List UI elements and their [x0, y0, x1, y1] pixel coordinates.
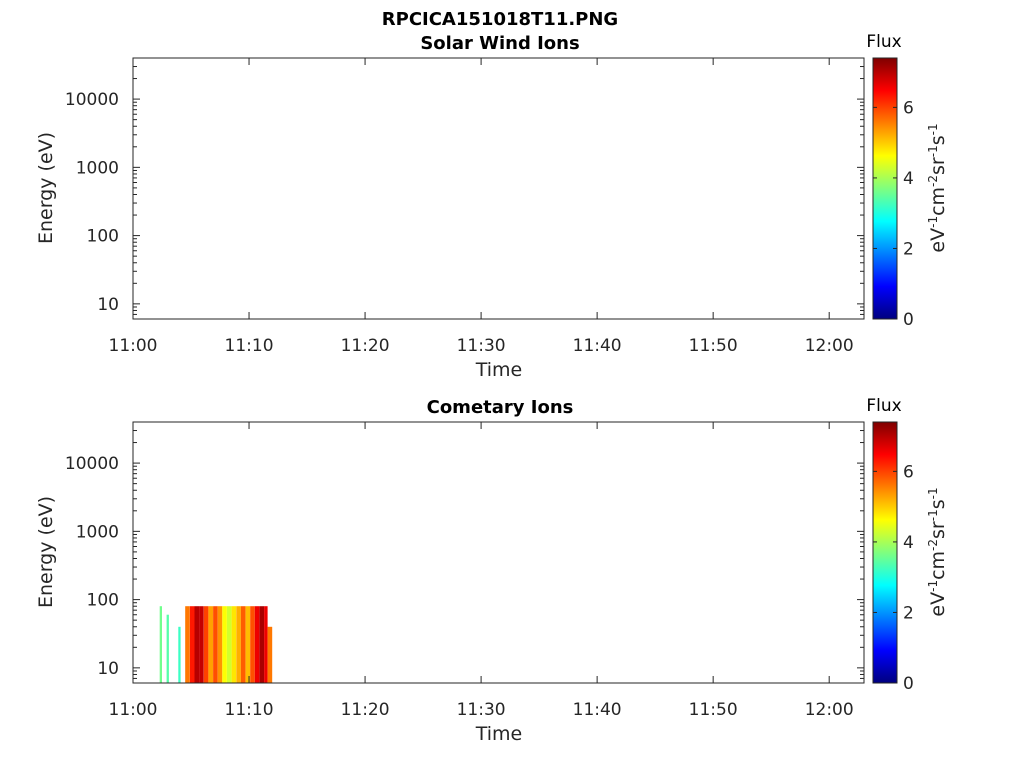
cometary-flux-cell-4 — [189, 606, 195, 683]
cometary-flux-cell-20 — [264, 606, 268, 683]
cometary-flux-cells — [159, 606, 273, 683]
cometary-x-tick-label: 11:40 — [573, 700, 622, 720]
cometary-plot-frame — [132, 421, 865, 684]
solar-wind-ions-title: Solar Wind Ions — [420, 33, 579, 54]
solar-wind-colorbar-title: Flux — [866, 32, 901, 52]
cometary-colorbar: Flux 0 2 4 6 eV-1cm-2sr-1s-1 — [866, 396, 949, 694]
solar-wind-x-axis-label: Time — [475, 359, 523, 381]
solar-wind-x-tick-label: 12:00 — [805, 336, 854, 356]
cometary-flux-cell-3 — [185, 606, 190, 683]
cometary-x-axis-label: Time — [475, 723, 523, 745]
solar-wind-y-tick-label: 10000 — [65, 90, 119, 110]
cometary-x-tick-label: 11:00 — [109, 700, 158, 720]
cometary-y-tick-label: 1000 — [76, 522, 119, 542]
solar-wind-colorbar-tick-label: 4 — [903, 169, 914, 189]
cometary-flux-cell-0 — [159, 606, 162, 683]
cometary-flux-cell-12 — [227, 606, 232, 683]
solar-wind-y-axis-label: Energy (eV) — [35, 132, 57, 244]
cometary-x-tick-label: 11:20 — [341, 700, 390, 720]
cometary-flux-cell-2 — [178, 626, 181, 683]
cometary-x-tick-label: 11:10 — [225, 700, 274, 720]
solar-wind-ions-panel: Solar Wind Ions 11:00 11:10 11:20 11:30 11:4… — [35, 32, 949, 381]
cometary-x-tick-label: 12:00 — [805, 700, 854, 720]
cometary-colorbar-tick-label: 2 — [903, 603, 914, 623]
cometary-flux-cell-10 — [217, 606, 223, 683]
solar-wind-x-ticks: 11:00 11:10 11:20 11:30 11:40 11:50 12:00 — [109, 58, 854, 356]
cometary-flux-cell-15 — [240, 606, 246, 683]
cometary-flux-cell-16 — [245, 606, 251, 683]
cometary-flux-cell-7 — [203, 606, 209, 683]
solar-wind-x-tick-label: 11:20 — [341, 336, 390, 356]
cometary-flux-cell-11 — [222, 606, 227, 683]
solar-wind-x-tick-label: 11:10 — [225, 336, 274, 356]
solar-wind-colorbar-tick-label: 0 — [903, 310, 914, 330]
solar-wind-colorbar-gradient — [872, 57, 898, 320]
solar-wind-colorbar-tick-label: 6 — [903, 98, 914, 118]
cometary-ions-title: Cometary Ions — [427, 397, 574, 418]
cometary-colorbar-gradient — [872, 421, 898, 684]
cometary-flux-cell-5 — [194, 606, 200, 683]
solar-wind-x-tick-label: 11:40 — [573, 336, 622, 356]
cometary-y-tick-label: 10000 — [65, 454, 119, 474]
solar-wind-y-tick-label: 100 — [87, 227, 119, 247]
cometary-x-tick-label: 11:30 — [457, 700, 506, 720]
solar-wind-colorbar-tick-label: 2 — [903, 239, 914, 259]
cometary-y-ticks: 10 100 1000 10000 — [65, 421, 864, 684]
cometary-flux-cell-13 — [231, 606, 237, 683]
solar-wind-x-tick-label: 11:30 — [457, 336, 506, 356]
solar-wind-y-tick-label: 10 — [97, 295, 119, 315]
cometary-flux-cell-18 — [254, 606, 260, 683]
cometary-x-ticks: 11:00 11:10 11:20 11:30 11:40 11:50 12:00 — [109, 422, 854, 720]
solar-wind-y-tick-label: 1000 — [76, 158, 119, 178]
cometary-colorbar-tick-label: 4 — [903, 533, 914, 553]
cometary-flux-cell-17 — [250, 606, 255, 683]
solar-wind-x-tick-label: 11:00 — [109, 336, 158, 356]
solar-wind-colorbar-label: eV-1cm-2sr-1s-1 — [926, 123, 949, 252]
cometary-flux-cell-1 — [166, 614, 169, 683]
cometary-colorbar-ticks: 0 2 4 6 — [873, 462, 914, 694]
cometary-y-tick-label: 100 — [87, 591, 119, 611]
cometary-x-tick-label: 11:50 — [689, 700, 738, 720]
cometary-y-axis-label: Energy (eV) — [35, 496, 57, 608]
figure-title: RPCICA151018T11.PNG — [382, 9, 618, 30]
cometary-colorbar-tick-label: 6 — [903, 462, 914, 482]
cometary-flux-cell-14 — [236, 606, 241, 683]
solar-wind-colorbar-ticks: 0 2 4 6 — [873, 98, 914, 330]
solar-wind-y-ticks: 10 100 1000 10000 — [65, 57, 864, 320]
solar-wind-plot-frame — [132, 57, 865, 320]
cometary-flux-cell-6 — [199, 606, 204, 683]
cometary-colorbar-title: Flux — [866, 396, 901, 416]
cometary-flux-cell-9 — [213, 606, 218, 683]
cometary-flux-cell-21 — [267, 626, 273, 683]
cometary-flux-cell-19 — [259, 606, 265, 683]
cometary-colorbar-label: eV-1cm-2sr-1s-1 — [926, 487, 949, 616]
cometary-flux-cell-8 — [208, 606, 213, 683]
solar-wind-x-tick-label: 11:50 — [689, 336, 738, 356]
cometary-colorbar-tick-label: 0 — [903, 674, 914, 694]
cometary-ions-panel: Cometary Ions 11:00 11:10 11:20 11:30 11:40 1… — [35, 396, 949, 745]
cometary-y-tick-label: 10 — [97, 659, 119, 679]
solar-wind-colorbar: Flux 0 2 4 6 eV-1cm-2sr-1s-1 — [866, 32, 949, 330]
